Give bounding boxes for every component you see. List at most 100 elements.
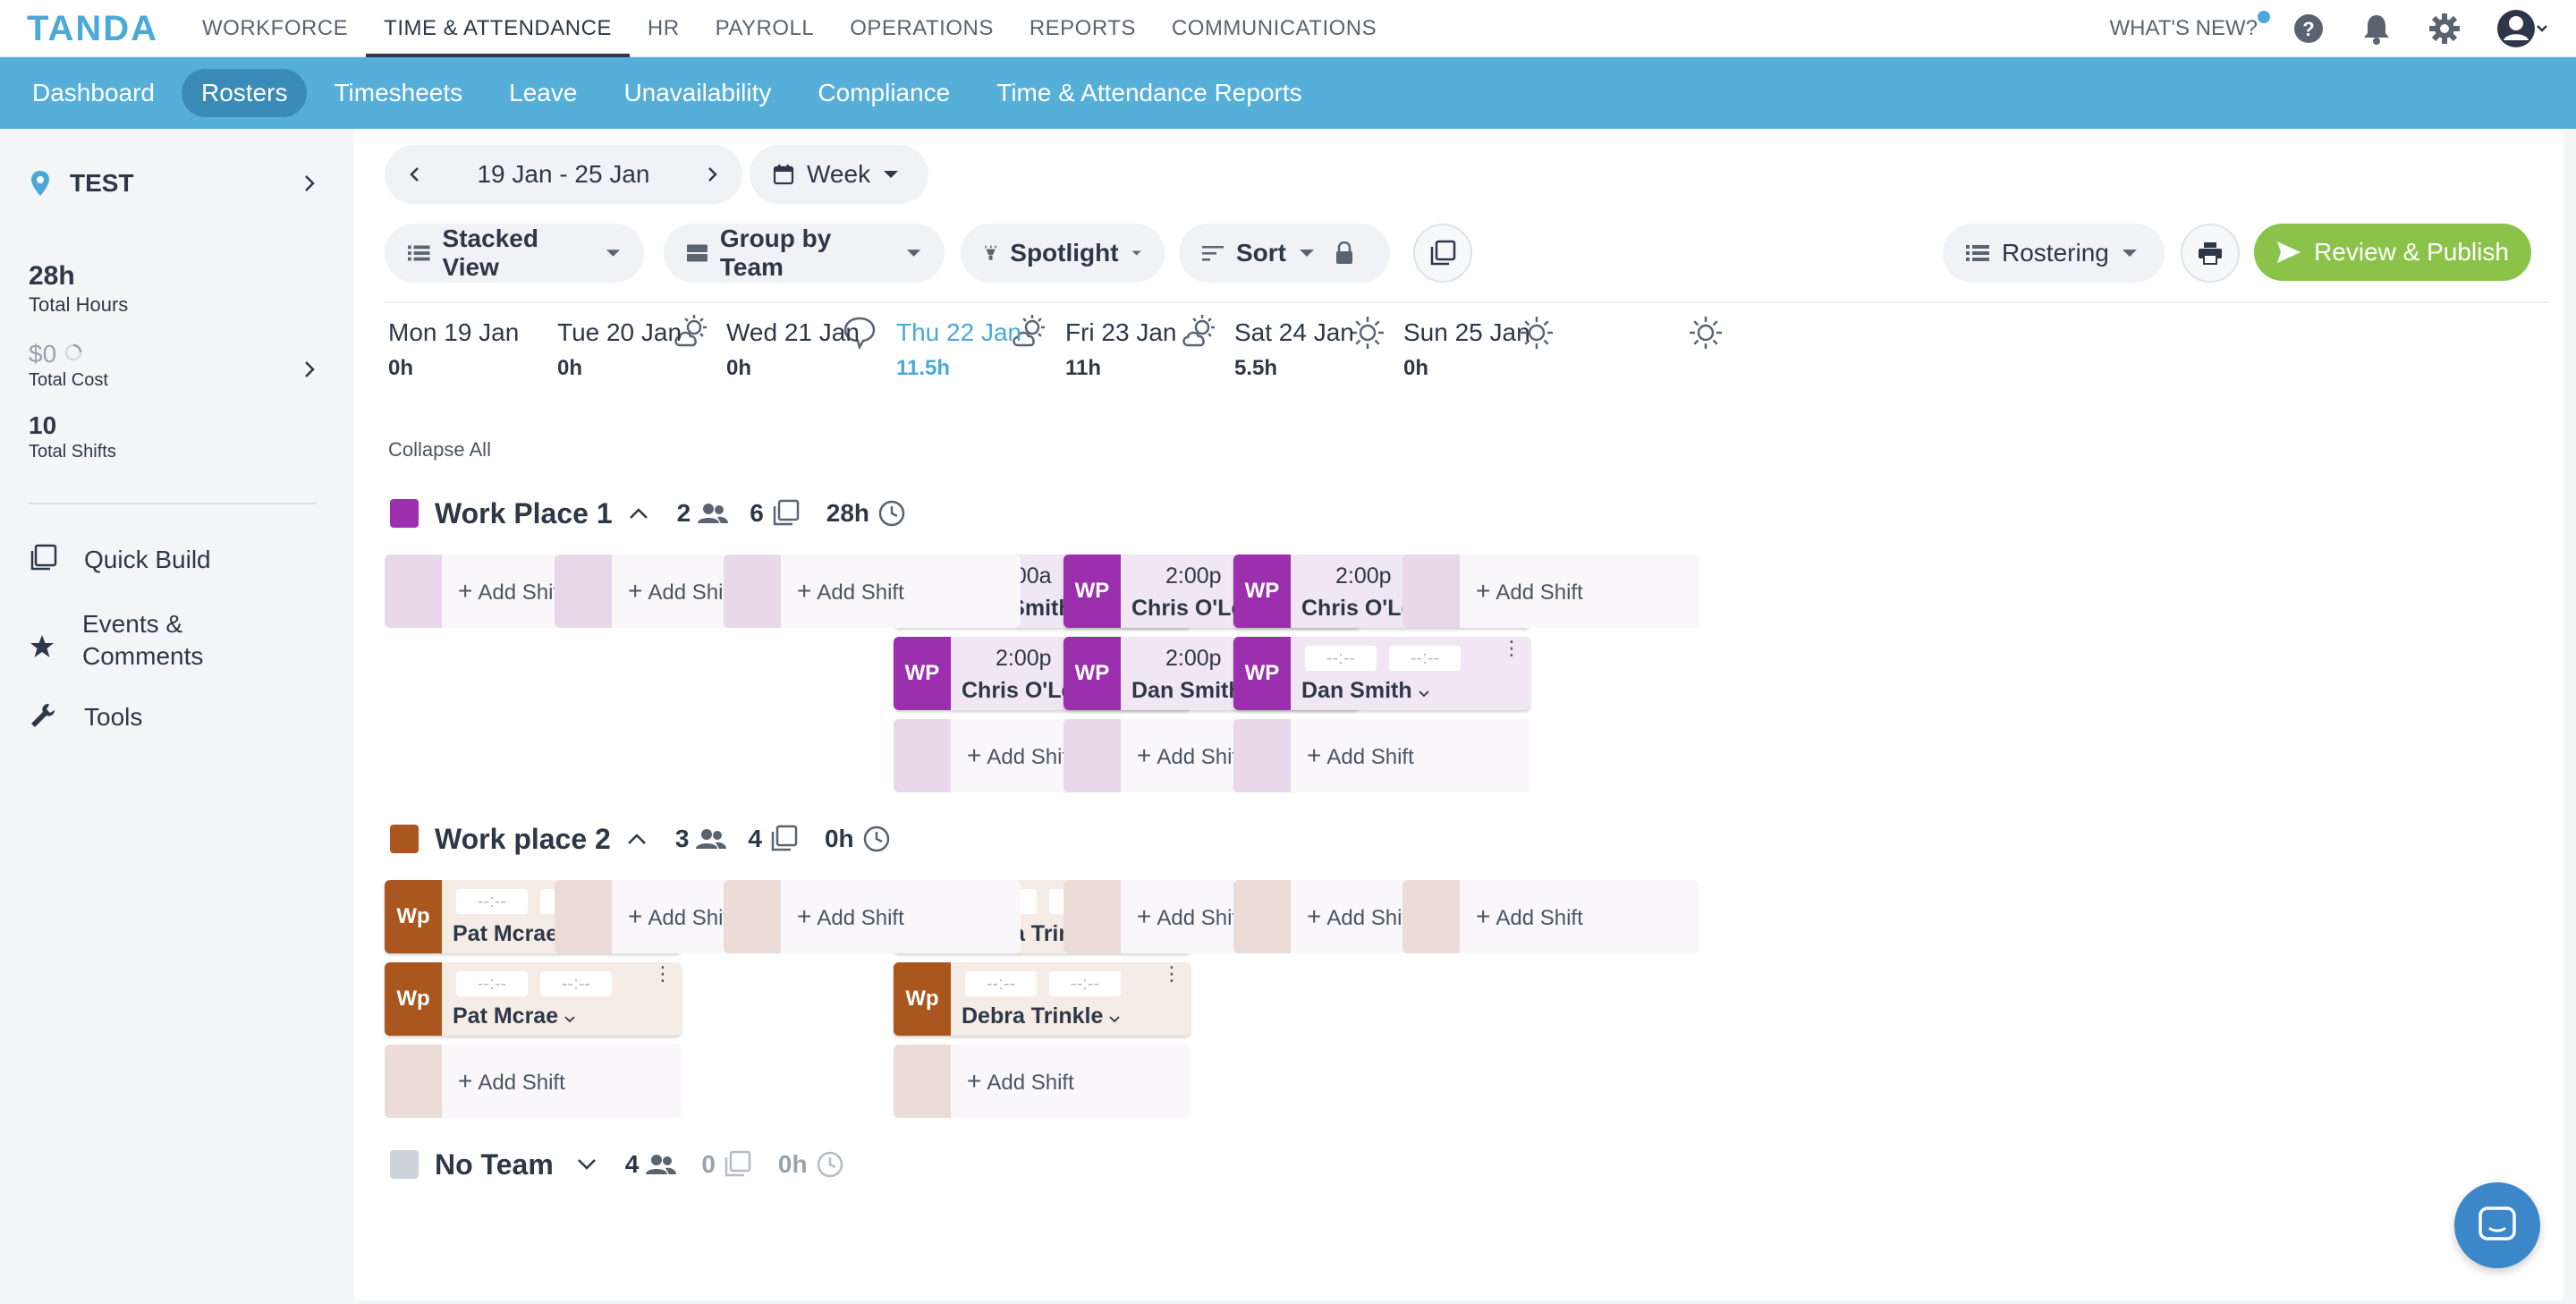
- more-options-icon[interactable]: ⋮: [1162, 962, 1182, 985]
- topnav-payroll[interactable]: PAYROLL: [715, 16, 815, 40]
- print-button[interactable]: [2181, 224, 2240, 283]
- view-label: Stacked View: [442, 224, 538, 281]
- copy-icon: [1430, 240, 1456, 266]
- location-selector[interactable]: TEST: [30, 161, 317, 206]
- add-shift-label: + Add Shift: [1137, 902, 1244, 930]
- day-header[interactable]: Sun 25 Jan 0h: [1403, 317, 1722, 381]
- topnav-time-attendance[interactable]: TIME & ATTENDANCE: [366, 0, 630, 57]
- copy-week-button[interactable]: [1413, 224, 1472, 283]
- collapse-all-link[interactable]: Collapse All: [388, 438, 491, 461]
- copy-icon: [773, 499, 800, 526]
- subnav-leave[interactable]: Leave: [509, 79, 578, 106]
- shift-employee[interactable]: Debra Trinkle: [962, 1003, 1120, 1029]
- topnav-communications[interactable]: COMMUNICATIONS: [1171, 16, 1377, 40]
- help-icon[interactable]: ?: [2292, 12, 2326, 46]
- add-shift-button[interactable]: + Add Shift: [1402, 555, 1699, 628]
- location-name: TEST: [70, 169, 134, 197]
- subnav-unavailability[interactable]: Unavailability: [623, 79, 772, 106]
- team-badge: WP: [1233, 555, 1291, 628]
- group-shift-count: 0: [701, 1150, 716, 1178]
- sidebar-item-events-comments[interactable]: Events & Comments: [29, 608, 225, 673]
- date-range-picker[interactable]: 19 Jan - 25 Jan: [385, 145, 742, 204]
- location-pin-icon: [31, 171, 49, 196]
- day-header[interactable]: Wed 21 Jan 0h: [726, 315, 1045, 381]
- day-header[interactable]: Mon 19 Jan 0h: [388, 315, 707, 381]
- employee-name: Debra Trinkle: [962, 1003, 1104, 1029]
- shift-start-input[interactable]: --:--: [1305, 646, 1377, 671]
- chevron-right-icon[interactable]: [707, 165, 719, 184]
- gear-icon[interactable]: [2428, 12, 2462, 46]
- sidebar-item-quick-build[interactable]: Quick Build: [29, 544, 211, 576]
- day-header[interactable]: Tue 20 Jan 0h: [557, 317, 876, 381]
- period-label: Week: [807, 160, 871, 188]
- shift-card[interactable]: WP --:-- --:-- ⋮ Dan Smith: [1233, 637, 1530, 710]
- date-range-label: 19 Jan - 25 Jan: [477, 160, 650, 188]
- add-shift-label: + Add Shift: [967, 741, 1074, 769]
- team-stripe: [555, 555, 612, 628]
- shift-employee[interactable]: Pat Mcrae: [453, 1003, 575, 1029]
- add-shift-button[interactable]: + Add Shift: [1233, 719, 1530, 792]
- tanda-logo[interactable]: TANDA: [27, 9, 159, 48]
- subnav-compliance[interactable]: Compliance: [818, 79, 951, 106]
- shift-start-time[interactable]: 2:00p: [996, 646, 1052, 671]
- subnav-rosters[interactable]: Rosters: [181, 69, 308, 117]
- day-header[interactable]: Thu 22 Jan 11.5h: [896, 315, 1215, 381]
- chevron-up-icon[interactable]: [629, 507, 648, 520]
- day-header[interactable]: Fri 23 Jan 11h: [1065, 317, 1384, 381]
- more-options-icon[interactable]: ⋮: [1502, 637, 1521, 659]
- whats-new-link[interactable]: WHAT'S NEW?: [2110, 11, 2270, 41]
- spotlight-select[interactable]: Spotlight: [961, 224, 1165, 283]
- shift-card[interactable]: Wp --:-- --:-- ⋮ Pat Mcrae: [385, 962, 682, 1036]
- plus-icon: +: [967, 1067, 982, 1095]
- add-shift-label: + Add Shift: [458, 577, 565, 605]
- shift-start-time[interactable]: 2:00p: [1165, 563, 1222, 588]
- shift-employee[interactable]: Pat Mcrae: [453, 921, 575, 947]
- more-options-icon[interactable]: ⋮: [653, 962, 673, 985]
- sort-label: Sort: [1236, 239, 1286, 267]
- chevron-down-icon[interactable]: [577, 1158, 597, 1171]
- list-icon: [1966, 245, 1989, 261]
- shift-start-time[interactable]: 2:00p: [1335, 563, 1392, 588]
- sidebar-item-tools[interactable]: Tools: [29, 701, 142, 733]
- view-select[interactable]: Stacked View: [385, 224, 644, 283]
- shift-start-input[interactable]: --:--: [456, 889, 528, 914]
- add-shift-button[interactable]: + Add Shift: [1402, 880, 1699, 953]
- shift-employee[interactable]: Dan Smith: [1301, 678, 1429, 704]
- user-avatar-icon[interactable]: [2496, 10, 2549, 47]
- review-publish-button[interactable]: Review & Publish: [2254, 224, 2531, 281]
- total-cost-stat[interactable]: $0 Total Cost: [29, 340, 317, 391]
- add-shift-label: + Add Shift: [967, 1067, 1074, 1095]
- shift-start-input[interactable]: --:--: [456, 971, 528, 996]
- partly-cloudy-icon: [674, 315, 707, 347]
- topnav-hr[interactable]: HR: [647, 16, 680, 40]
- add-shift-button[interactable]: + Add Shift: [894, 1045, 1191, 1118]
- topnav-workforce[interactable]: WORKFORCE: [202, 16, 349, 40]
- chevron-up-icon[interactable]: [627, 833, 647, 845]
- add-shift-button[interactable]: + Add Shift: [724, 880, 1021, 953]
- day-header[interactable]: Sat 24 Jan 5.5h: [1234, 317, 1553, 381]
- add-shift-button[interactable]: + Add Shift: [724, 555, 1021, 628]
- topnav-operations[interactable]: OPERATIONS: [850, 16, 994, 40]
- shift-end-input[interactable]: --:--: [540, 971, 612, 996]
- add-shift-button[interactable]: + Add Shift: [385, 1045, 682, 1118]
- lock-icon[interactable]: [1335, 241, 1354, 265]
- group-by-select[interactable]: Group by Team: [664, 224, 945, 283]
- subnav-dashboard[interactable]: Dashboard: [32, 79, 155, 106]
- shift-end-input[interactable]: --:--: [1049, 971, 1121, 996]
- shift-card[interactable]: Wp --:-- --:-- ⋮ Debra Trinkle: [894, 962, 1191, 1036]
- shift-start-input[interactable]: --:--: [965, 971, 1037, 996]
- subnav-timesheets[interactable]: Timesheets: [334, 79, 463, 106]
- period-select[interactable]: Week: [750, 145, 928, 204]
- bell-icon[interactable]: [2360, 12, 2394, 46]
- subnav-reports[interactable]: Time & Attendance Reports: [996, 79, 1302, 106]
- group-shift-count: 4: [748, 825, 762, 852]
- chevron-left-icon[interactable]: [408, 165, 420, 184]
- topnav-reports[interactable]: REPORTS: [1029, 16, 1136, 40]
- shift-end-input[interactable]: --:--: [1389, 646, 1461, 671]
- sort-select[interactable]: Sort: [1179, 224, 1390, 283]
- mode-select[interactable]: Rostering: [1943, 224, 2165, 283]
- group-header-work-place-1: Work Place 1 2 6 28h: [390, 495, 905, 531]
- chat-support-button[interactable]: [2454, 1182, 2540, 1268]
- group-header-work-place-2: Work place 2 3 4 0h: [390, 821, 890, 857]
- shift-start-time[interactable]: 2:00p: [1165, 646, 1222, 671]
